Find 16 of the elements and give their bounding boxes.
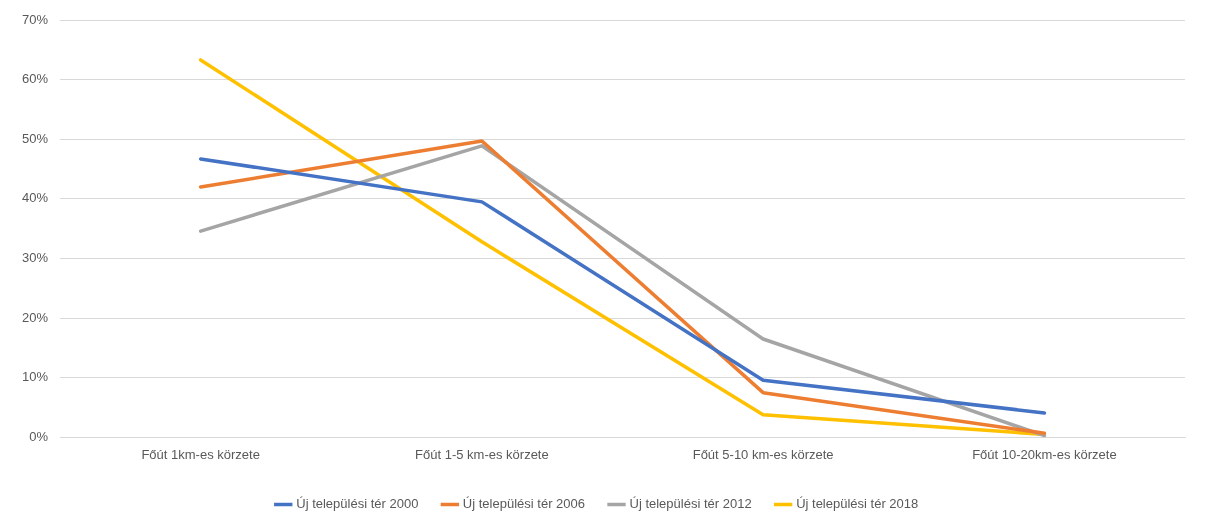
legend-label: Új települési tér 2000 — [296, 496, 419, 512]
y-tick-label: 40% — [21, 190, 49, 206]
x-tick-label: Főút 1km-es körzete — [141, 446, 260, 462]
x-tick-label: Főút 10-20km-es körzete — [972, 446, 1117, 462]
legend-label: Új települési tér 2006 — [462, 496, 586, 512]
y-tick-label: 10% — [21, 369, 49, 385]
legend-label: Új települési tér 2012 — [629, 496, 752, 512]
y-tick-label: 30% — [21, 250, 49, 266]
x-tick-label: Főút 1-5 km-es körzete — [415, 446, 549, 462]
y-tick-label: 0% — [29, 428, 49, 444]
y-tick-label: 50% — [21, 130, 49, 146]
x-tick-label: Főút 5-10 km-es körzete — [692, 446, 834, 462]
y-tick-label: 60% — [21, 71, 49, 87]
y-tick-label: 70% — [21, 11, 49, 27]
legend-label: Új települési tér 2018 — [796, 496, 919, 512]
y-tick-label: 20% — [21, 309, 49, 325]
